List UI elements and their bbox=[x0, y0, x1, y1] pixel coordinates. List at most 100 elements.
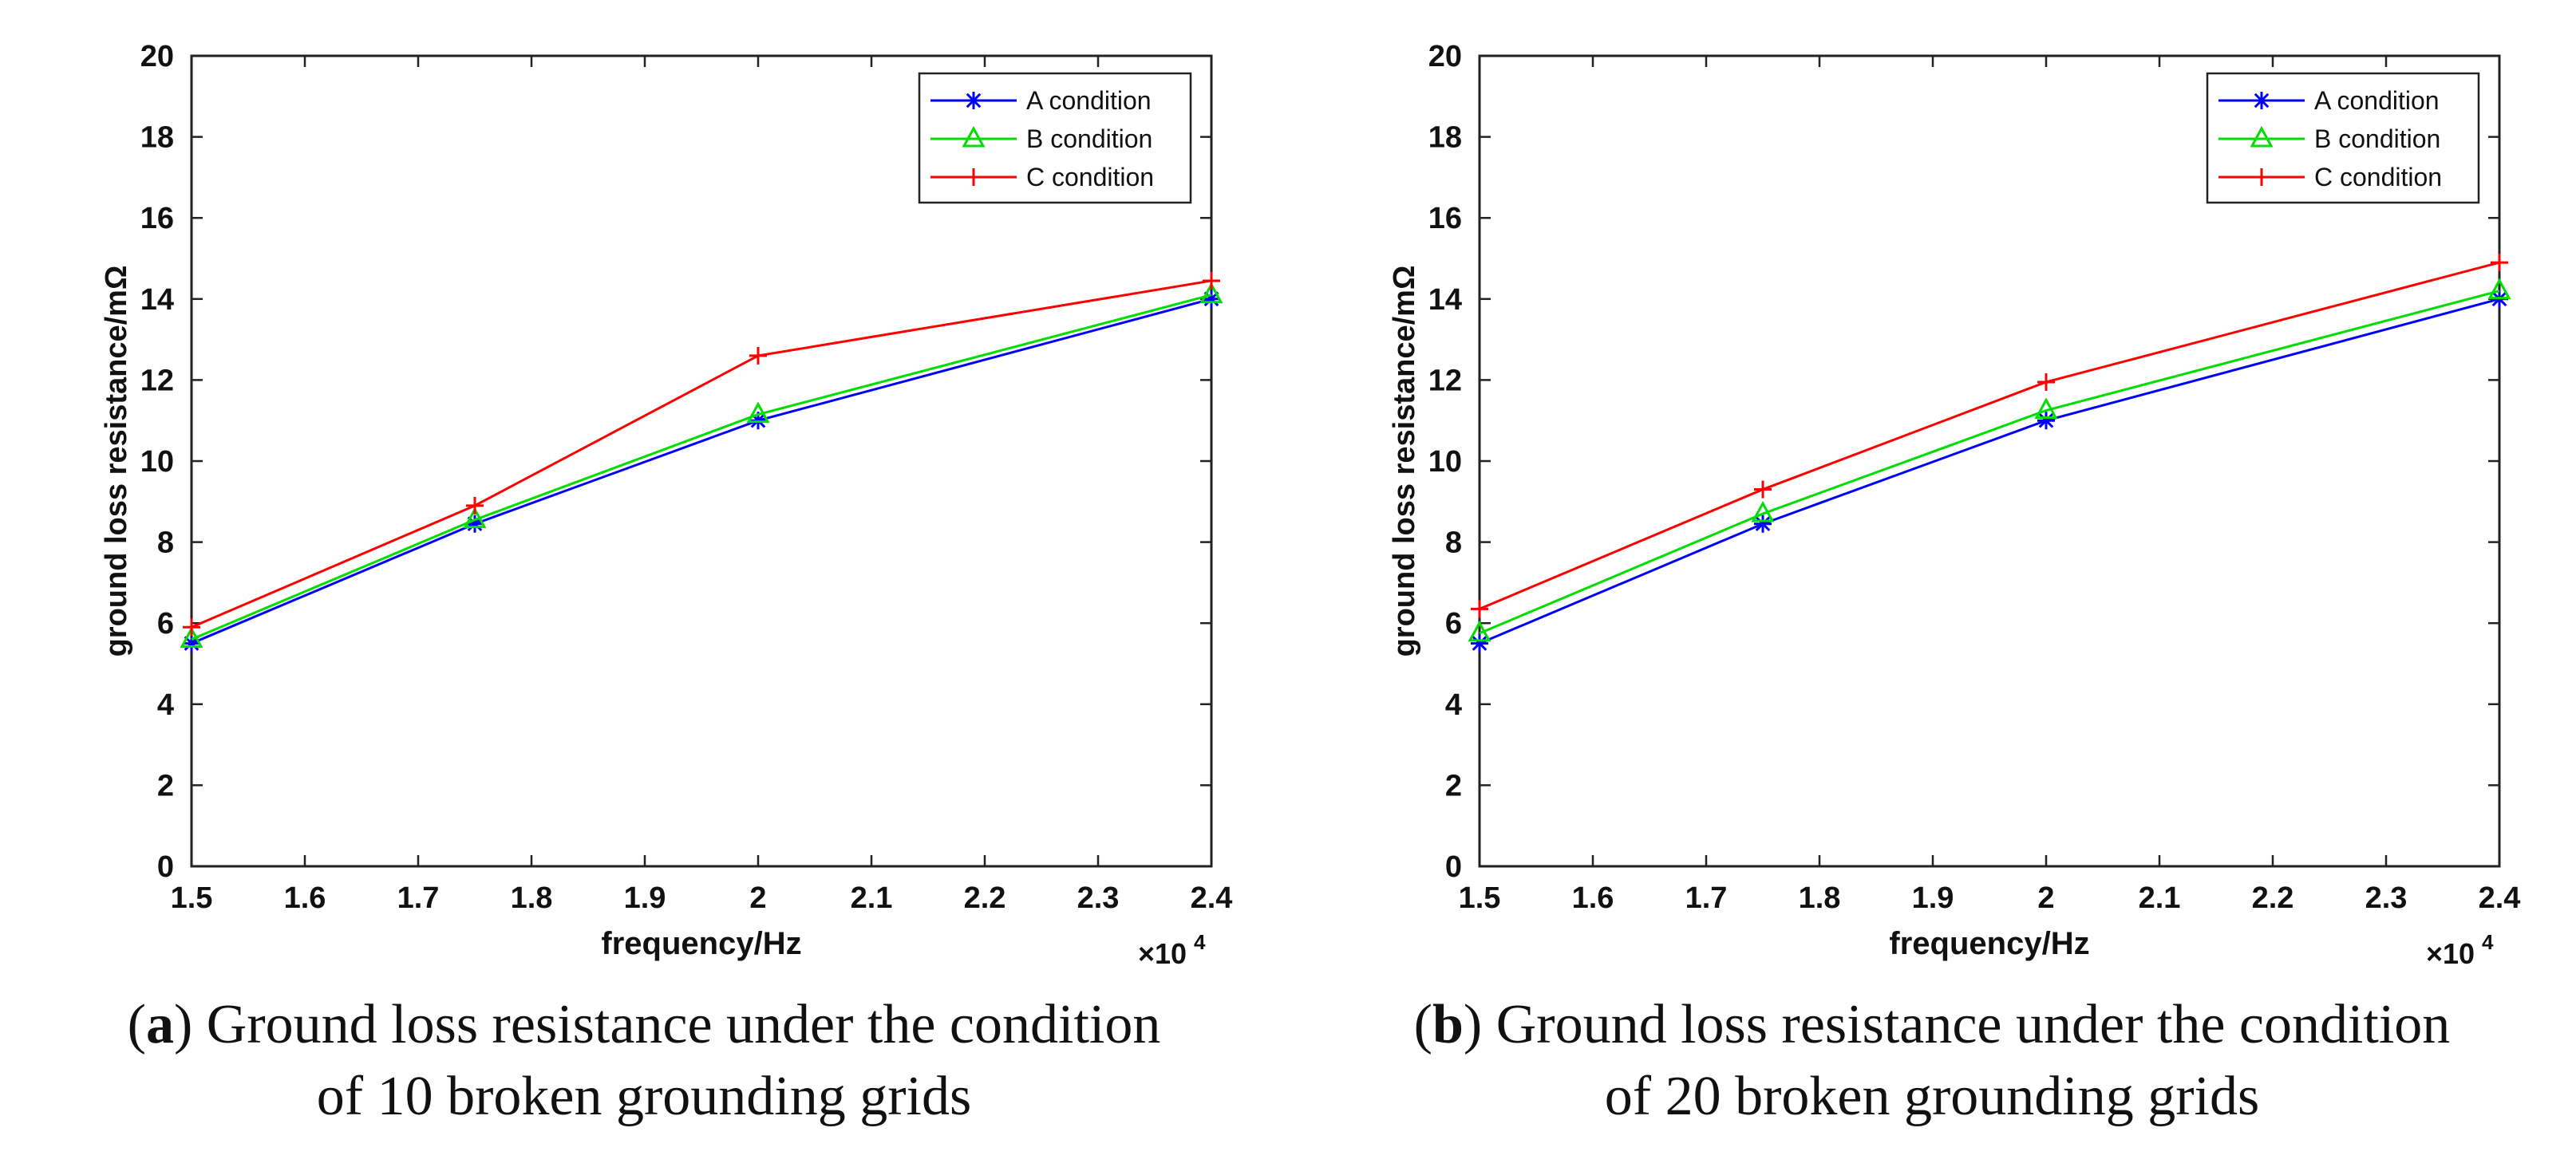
chart-b: 1.5 1.6 1.7 1.8 1.9 2 2.1 2.2 2.3 2.4 0 2 4 6 8 10 12 14 1… bbox=[1388, 40, 2521, 970]
data-point bbox=[183, 618, 200, 637]
y-tick-label: 8 bbox=[1445, 526, 1462, 560]
x-tick-label: 2.2 bbox=[964, 881, 1006, 915]
legend: A condition B condition C condition bbox=[2206, 72, 2480, 204]
y-tick-label: 0 bbox=[1445, 850, 1462, 884]
y-axis-label: ground loss resistance/mΩ bbox=[1388, 266, 1421, 657]
data-point bbox=[1754, 515, 1772, 533]
data-point bbox=[1468, 620, 1491, 642]
x-tick-label: 2.2 bbox=[2252, 881, 2294, 915]
y-tick-label: 4 bbox=[1445, 688, 1462, 722]
y-tick-label: 8 bbox=[157, 526, 174, 560]
caption-b: (b) Ground loss resistance under the con… bbox=[1413, 994, 2451, 1127]
data-point bbox=[2037, 373, 2055, 391]
caption-b-line2: of 20 broken grounding grids bbox=[1604, 1066, 2260, 1127]
x-multiplier-exponent: 4 bbox=[2482, 930, 2494, 954]
data-point bbox=[2037, 412, 2055, 430]
x-tick-label: 1.8 bbox=[511, 881, 553, 915]
x-tick-label: 1.8 bbox=[1799, 881, 1841, 915]
legend-swatch-marker bbox=[965, 92, 982, 109]
legend-label: A condition bbox=[1026, 86, 1152, 115]
data-point bbox=[2491, 254, 2508, 272]
x-tick-label: 2.1 bbox=[2139, 881, 2181, 915]
legend-swatch-marker bbox=[2253, 168, 2270, 186]
chart-panel-b: 1.5 1.6 1.7 1.8 1.9 2 2.1 2.2 2.3 2.4 0 2 4 6 8 10 12 14 1… bbox=[1288, 0, 2576, 1171]
caption-b-line1: Ground loss resistance under the conditi… bbox=[1495, 994, 2451, 1055]
y-tick-label: 10 bbox=[140, 445, 174, 479]
data-point bbox=[2034, 397, 2058, 419]
x-tick-label: 2.3 bbox=[1077, 881, 1120, 915]
legend-swatch-marker bbox=[965, 168, 982, 186]
series-line bbox=[191, 294, 1212, 641]
x-multiplier-label: ×10 bbox=[1138, 937, 1187, 970]
x-multiplier-exponent: 4 bbox=[1194, 930, 1206, 954]
data-point bbox=[2487, 278, 2511, 300]
data-point bbox=[1751, 500, 1775, 522]
y-tick-label: 10 bbox=[1428, 445, 1462, 479]
x-tick-label: 1.9 bbox=[624, 881, 666, 915]
y-tick-label: 4 bbox=[157, 688, 174, 722]
x-tick-label: 2.4 bbox=[1191, 881, 1233, 915]
caption-b-tag: b bbox=[1432, 994, 1464, 1055]
x-axis-label: frequency/Hz bbox=[1889, 926, 2089, 961]
data-point bbox=[1203, 271, 1220, 290]
caption-a: (a) Ground loss resistance under the con… bbox=[127, 994, 1161, 1127]
y-tick-label: 6 bbox=[157, 607, 174, 641]
legend-label: C condition bbox=[1026, 163, 1154, 191]
chart-panel-a: 1.5 1.6 1.7 1.8 1.9 2 2.1 2.2 2.3 2.4 0 2 4 6 8 10 12 14 1… bbox=[100, 40, 1233, 1127]
y-tick-label: 16 bbox=[1428, 202, 1462, 235]
legend-label: A condition bbox=[2314, 86, 2440, 115]
data-point bbox=[1754, 480, 1772, 499]
data-point bbox=[746, 401, 770, 424]
legend-swatch-marker bbox=[2250, 125, 2274, 148]
y-tick-label: 18 bbox=[140, 121, 174, 155]
caption-a-line1: Ground loss resistance under the conditi… bbox=[206, 994, 1161, 1055]
x-tick-label: 1.7 bbox=[1685, 881, 1728, 915]
x-tick-label: 1.6 bbox=[1572, 881, 1614, 915]
data-point bbox=[1471, 600, 1488, 618]
series-line bbox=[191, 279, 1212, 629]
legend-label: C condition bbox=[2314, 163, 2442, 191]
y-tick-label: 2 bbox=[1445, 769, 1462, 802]
series-line bbox=[1479, 261, 2500, 610]
x-tick-label: 2.3 bbox=[2365, 881, 2408, 915]
x-tick-label: 1.5 bbox=[1459, 881, 1501, 915]
y-axis-label: ground loss resistance/mΩ bbox=[100, 266, 133, 657]
y-tick-label: 6 bbox=[1445, 607, 1462, 641]
x-tick-label: 2 bbox=[749, 881, 766, 915]
data-point bbox=[180, 626, 203, 649]
legend: A condition B condition C condition bbox=[918, 72, 1192, 204]
x-multiplier-label: ×10 bbox=[2426, 937, 2475, 970]
y-tick-label: 2 bbox=[157, 769, 174, 802]
data-point bbox=[466, 496, 484, 515]
legend-swatch-marker bbox=[962, 125, 986, 148]
data-point bbox=[1199, 282, 1223, 304]
y-tick-label: 18 bbox=[1428, 121, 1462, 155]
x-tick-label: 1.9 bbox=[1912, 881, 1954, 915]
y-tick-label: 20 bbox=[140, 40, 174, 73]
y-tick-label: 14 bbox=[1428, 283, 1462, 317]
series-line bbox=[1479, 290, 2500, 635]
y-tick-label: 14 bbox=[140, 283, 174, 317]
x-tick-label: 2.4 bbox=[2479, 881, 2521, 915]
x-tick-label: 1.5 bbox=[171, 881, 213, 915]
legend-label: B condition bbox=[1026, 124, 1152, 153]
series-line bbox=[191, 298, 1212, 645]
x-tick-label: 1.6 bbox=[284, 881, 326, 915]
series-line bbox=[1479, 298, 2500, 645]
y-tick-label: 20 bbox=[1428, 40, 1462, 73]
data-point bbox=[1471, 634, 1488, 653]
legend-label: B condition bbox=[2314, 124, 2440, 153]
x-tick-label: 2 bbox=[2037, 881, 2054, 915]
caption-a-tag: a bbox=[145, 994, 174, 1055]
data-point bbox=[749, 346, 767, 365]
data-point bbox=[463, 507, 487, 529]
y-tick-label: 16 bbox=[140, 202, 174, 235]
chart-a: 1.5 1.6 1.7 1.8 1.9 2 2.1 2.2 2.3 2.4 0 2 4 6 8 10 12 14 1… bbox=[100, 40, 1233, 970]
legend-swatch-marker bbox=[2253, 92, 2270, 109]
caption-a-line2: of 10 broken grounding grids bbox=[316, 1066, 972, 1127]
y-tick-label: 12 bbox=[1428, 364, 1462, 397]
x-tick-label: 2.1 bbox=[851, 881, 893, 915]
y-tick-label: 12 bbox=[140, 364, 174, 397]
y-tick-label: 0 bbox=[157, 850, 174, 884]
x-tick-label: 1.7 bbox=[397, 881, 440, 915]
